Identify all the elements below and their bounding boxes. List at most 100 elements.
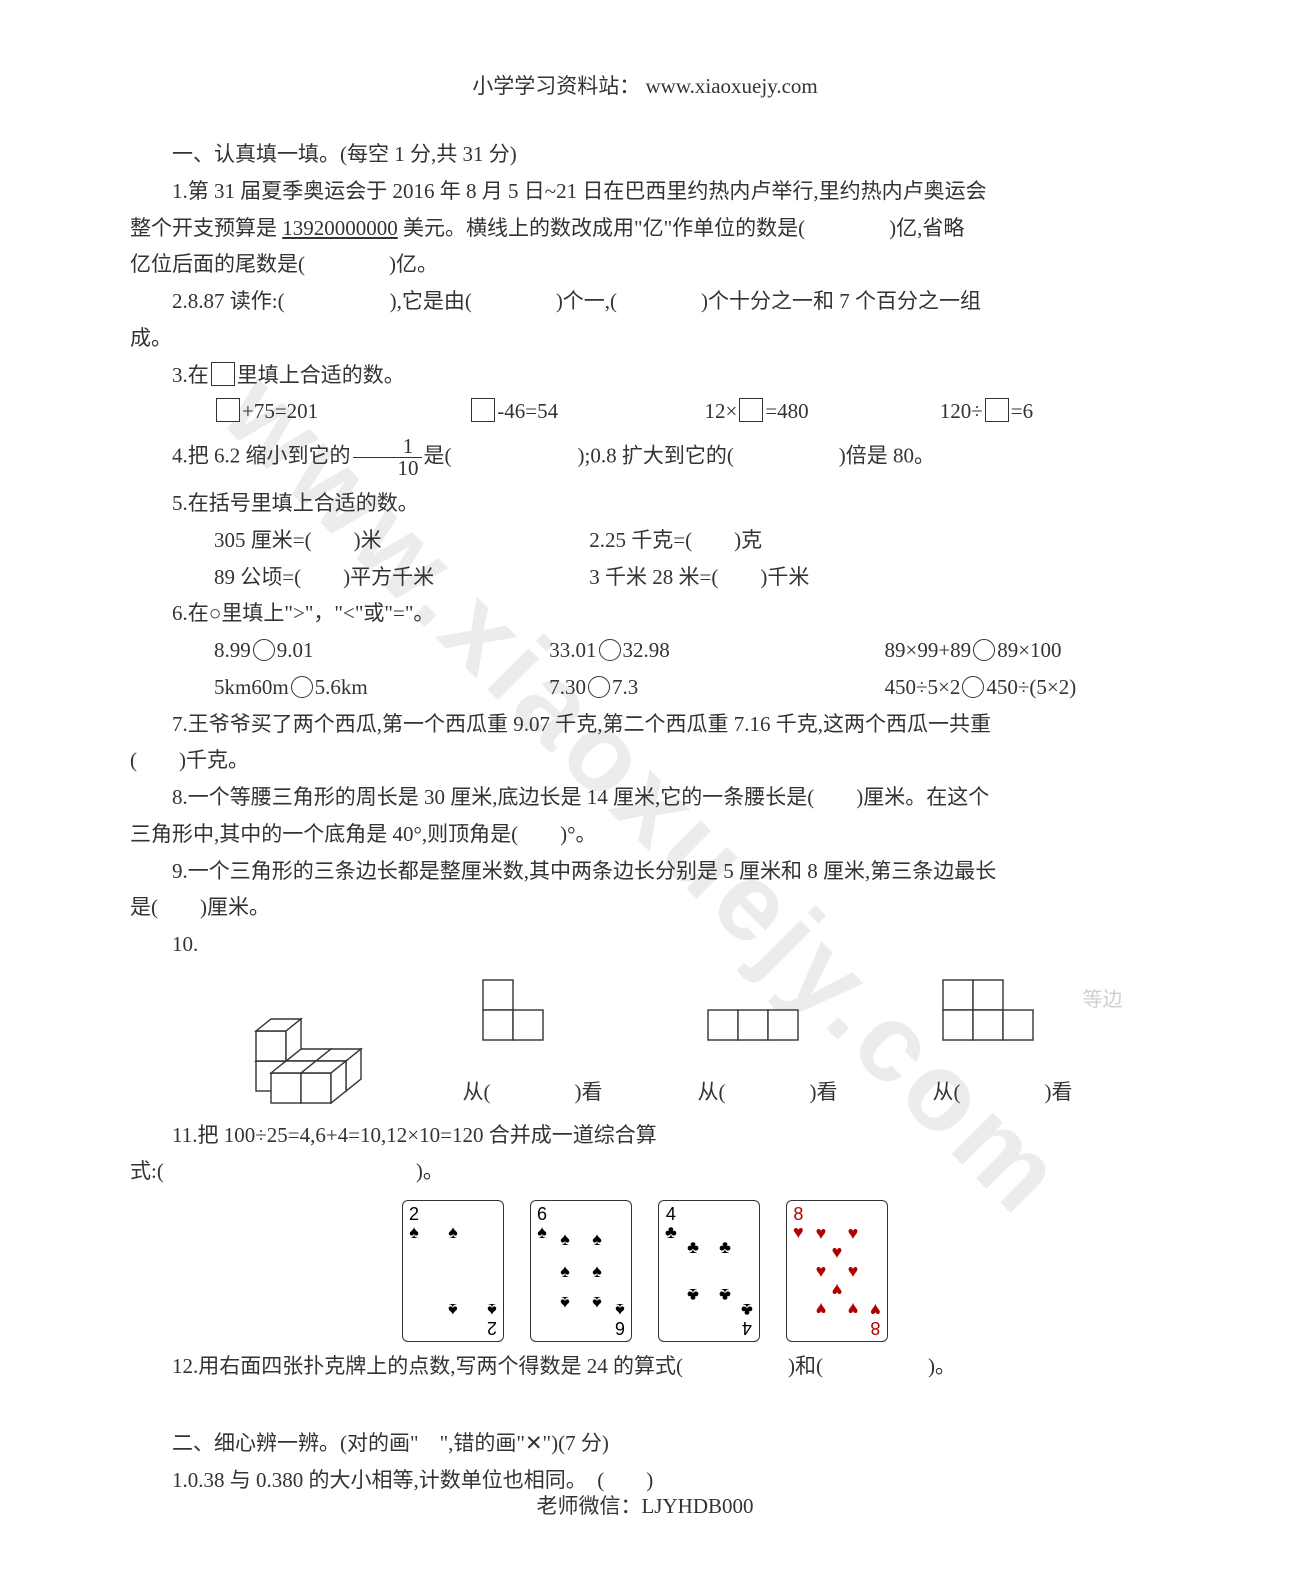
view-a-icon bbox=[463, 975, 553, 1070]
q3-a: +75=201 bbox=[172, 393, 422, 430]
q6-a: 8.999.01 bbox=[172, 632, 502, 669]
circle-icon bbox=[588, 676, 610, 698]
site-label: 小学学习资料站 bbox=[472, 74, 619, 98]
q3-a-text: +75=201 bbox=[242, 399, 318, 423]
fraction-den: 10 bbox=[353, 458, 422, 479]
q5-title: 5.在括号里填上合适的数。 bbox=[130, 485, 1160, 522]
spacer bbox=[130, 1385, 1160, 1425]
pip-icon: ♠ bbox=[448, 1301, 458, 1319]
pip-icon: ♥ bbox=[837, 1262, 869, 1280]
fraction-num: 1 bbox=[353, 436, 422, 458]
s2-q1: 1.0.38 与 0.380 的大小相等,计数单位也相同。 ( ) bbox=[130, 1462, 1160, 1499]
q6-e: 7.30 7.3 bbox=[507, 669, 837, 706]
pip-icon: ♠ bbox=[549, 1294, 581, 1312]
card-8-hearts: 8♥ 8♥ ♥ ♥ ♥ ♥ ♥ ♥ ♥ ♥ bbox=[786, 1200, 888, 1342]
card-rank: 8 bbox=[793, 1204, 803, 1224]
card-suit-icon: ♠ bbox=[537, 1223, 547, 1241]
circle-icon bbox=[253, 639, 275, 661]
cube-stack-icon bbox=[218, 1001, 368, 1111]
q10-label: 10. bbox=[130, 926, 1160, 963]
card-rank: 2 bbox=[487, 1318, 497, 1338]
q12-text: 12.用右面四张扑克牌上的点数,写两个得数是 24 的算式( )和( )。 bbox=[130, 1348, 1160, 1385]
q1-line2: 整个开支预算是 13920000000 美元。横线上的数改成用"亿"作单位的数是… bbox=[130, 210, 1160, 247]
card-rank: 6 bbox=[615, 1318, 625, 1338]
q3-b-text: -46=54 bbox=[497, 399, 558, 423]
pip-icon: ♥ bbox=[837, 1224, 869, 1242]
card-suit-icon: ♥ bbox=[870, 1301, 881, 1319]
section2-title: 二、细心辨一辨。(对的画" ",错的画"✕")(7 分) bbox=[130, 1425, 1160, 1462]
card-suit-icon: ♥ bbox=[793, 1223, 804, 1241]
q3-d: 120÷=6 bbox=[898, 393, 1033, 430]
q6-d-post: 5.6km bbox=[315, 675, 368, 699]
q10-figures: 从( )看 从( )看 等边 bbox=[170, 975, 1120, 1111]
q6-c-pre: 89×99+89 bbox=[885, 638, 972, 662]
card-6-spades: 6♠ 6♠ ♠ ♠ ♠ ♠ ♠ ♠ bbox=[530, 1200, 632, 1342]
card-top-left: 2♠ bbox=[409, 1205, 419, 1241]
q5-d: 3 千米 28 米=( )千米 bbox=[547, 559, 809, 596]
q1-post: 美元。横线上的数改成用"亿"作单位的数是( )亿,省略 bbox=[398, 216, 965, 240]
pip-icon: ♠ bbox=[581, 1294, 613, 1312]
q6-row2: 5km60m5.6km 7.30 7.3 450÷5×2450÷(5×2) bbox=[130, 669, 1160, 706]
q7-line1: 7.王爷爷买了两个西瓜,第一个西瓜重 9.07 千克,第二个西瓜重 7.16 千… bbox=[130, 706, 1160, 743]
card-bottom-right: 8♥ bbox=[870, 1301, 881, 1337]
q9-line2: 是( )厘米。 bbox=[130, 889, 1160, 926]
blank-box-icon bbox=[739, 398, 763, 422]
q6-a-post: 9.01 bbox=[277, 638, 314, 662]
card-top-left: 8♥ bbox=[793, 1205, 804, 1241]
card-bottom-right: 6♠ bbox=[615, 1301, 625, 1337]
card-top-left: 6♠ bbox=[537, 1205, 547, 1241]
pip-icon: ♠ bbox=[549, 1262, 581, 1280]
card-suit-icon: ♠ bbox=[409, 1223, 419, 1241]
q2-line1: 2.8.87 读作:( ),它是由( )个一,( )个十分之一和 7 个百分之一… bbox=[130, 283, 1160, 320]
q7-line2: ( )千克。 bbox=[130, 742, 1160, 779]
q6-d: 5km60m5.6km bbox=[172, 669, 502, 706]
card-body: ♠ ♠ bbox=[421, 1223, 485, 1319]
q6-e-pre: 7.30 bbox=[549, 675, 586, 699]
q6-e-post: 7.3 bbox=[612, 675, 638, 699]
pip-icon: ♠ bbox=[581, 1230, 613, 1248]
figure-view-c: 等边 从( )看 bbox=[933, 975, 1073, 1111]
pip-icon: ♥ bbox=[805, 1224, 837, 1242]
q6-row1: 8.999.01 33.0132.98 89×99+8989×100 bbox=[130, 632, 1160, 669]
caption-c: 从( )看 bbox=[933, 1074, 1073, 1111]
q8-line1: 8.一个等腰三角形的周长是 30 厘米,底边长是 14 厘米,它的一条腰长是( … bbox=[130, 779, 1160, 816]
q9-line1: 9.一个三角形的三条边长都是整厘米数,其中两条边长分别是 5 厘米和 8 厘米,… bbox=[130, 853, 1160, 890]
q4: 4.把 6.2 缩小到它的110是( );0.8 扩大到它的( )倍是 80。 bbox=[130, 436, 1160, 479]
q5-a: 305 厘米=( )米 bbox=[172, 522, 542, 559]
pip-icon: ♣ bbox=[709, 1286, 741, 1304]
card-body: ♠ ♠ ♠ ♠ ♠ ♠ bbox=[549, 1223, 613, 1319]
caption-b: 从( )看 bbox=[698, 1074, 838, 1111]
q6-f: 450÷5×2450÷(5×2) bbox=[843, 669, 1077, 706]
figure-3d-cubes bbox=[218, 1001, 368, 1111]
q8-line2: 三角形中,其中的一个底角是 40°,则顶角是( )°。 bbox=[130, 816, 1160, 853]
section1-title: 一、认真填一填。(每空 1 分,共 31 分) bbox=[130, 136, 1160, 173]
card-rank: 8 bbox=[871, 1318, 881, 1338]
pip-icon: ♥ bbox=[805, 1300, 837, 1318]
fraction: 110 bbox=[353, 436, 422, 479]
q6-c: 89×99+8989×100 bbox=[843, 632, 1062, 669]
pip-icon: ♣ bbox=[677, 1238, 709, 1256]
card-body: ♣ ♣ ♣ ♣ bbox=[677, 1223, 741, 1319]
caption-a: 从( )看 bbox=[463, 1074, 603, 1111]
circle-icon bbox=[291, 676, 313, 698]
q5-row2: 89 公顷=( )平方千米 3 千米 28 米=( )千米 bbox=[130, 559, 1160, 596]
content: 小学学习资料站： www.xiaoxuejy.com 一、认真填一填。(每空 1… bbox=[130, 70, 1160, 1498]
view-c-icon bbox=[933, 975, 1053, 1070]
blank-box-icon bbox=[216, 398, 240, 422]
q3-b: -46=54 bbox=[427, 393, 657, 430]
card-rank: 4 bbox=[666, 1204, 676, 1224]
q1-underlined-number: 13920000000 bbox=[282, 216, 398, 240]
circle-icon bbox=[599, 639, 621, 661]
q1-pre: 整个开支预算是 bbox=[130, 216, 282, 240]
figure-view-a: 从( )看 bbox=[463, 975, 603, 1111]
pip-icon: ♣ bbox=[709, 1238, 741, 1256]
card-top-left: 4♣ bbox=[665, 1205, 677, 1241]
card-suit-icon: ♠ bbox=[487, 1301, 497, 1319]
q2-line2: 成。 bbox=[130, 320, 1160, 357]
card-bottom-right: 2♠ bbox=[487, 1301, 497, 1337]
card-suit-icon: ♣ bbox=[741, 1301, 753, 1319]
q5-c: 89 公顷=( )平方千米 bbox=[172, 559, 542, 596]
q11-line1: 11.把 100÷25=4,6+4=10,12×10=120 合并成一道综合算 bbox=[130, 1117, 1160, 1154]
q3-c-post: =480 bbox=[765, 399, 808, 423]
q1-line3: 亿位后面的尾数是( )亿。 bbox=[130, 246, 1160, 283]
